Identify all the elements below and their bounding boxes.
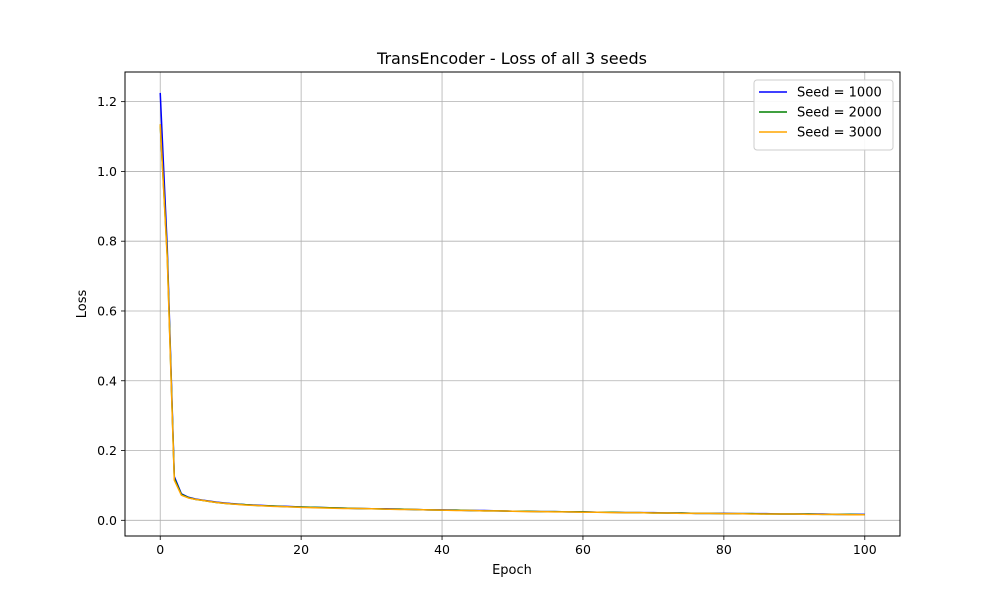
x-axis-label: Epoch bbox=[492, 563, 532, 578]
y-tick-label: 0.4 bbox=[97, 373, 117, 388]
x-tick-label: 100 bbox=[853, 542, 877, 557]
y-tick-label: 0.0 bbox=[97, 513, 117, 528]
chart-title: TransEncoder - Loss of all 3 seeds bbox=[376, 49, 647, 68]
legend: Seed = 1000 Seed = 2000 Seed = 3000 bbox=[753, 79, 894, 151]
x-tick-label: 20 bbox=[293, 542, 309, 557]
x-tick-label: 0 bbox=[156, 542, 164, 557]
y-tick-label: 1.2 bbox=[97, 94, 117, 109]
axis-ticks: 0 20 40 60 80 100 0.0 0.2 0.4 0.6 0.8 1.0 1.2 bbox=[97, 94, 877, 557]
x-tick-label: 40 bbox=[434, 542, 450, 557]
y-tick-label: 0.8 bbox=[97, 234, 117, 249]
x-tick-label: 60 bbox=[575, 542, 591, 557]
legend-label-2: Seed = 2000 bbox=[797, 106, 882, 121]
series-line-3 bbox=[159, 124, 865, 516]
y-tick-label: 0.2 bbox=[97, 443, 117, 458]
y-tick-label: 1.0 bbox=[97, 164, 117, 179]
x-tick-label: 80 bbox=[716, 542, 732, 557]
y-axis-label: Loss bbox=[75, 290, 90, 319]
series-lines bbox=[159, 92, 865, 516]
legend-box bbox=[753, 79, 894, 151]
plot-frame bbox=[124, 71, 901, 537]
legend-label-3: Seed = 3000 bbox=[797, 126, 882, 141]
y-tick-label: 0.6 bbox=[97, 303, 117, 318]
legend-label-1: Seed = 1000 bbox=[797, 86, 882, 101]
grid-lines bbox=[125, 72, 900, 536]
